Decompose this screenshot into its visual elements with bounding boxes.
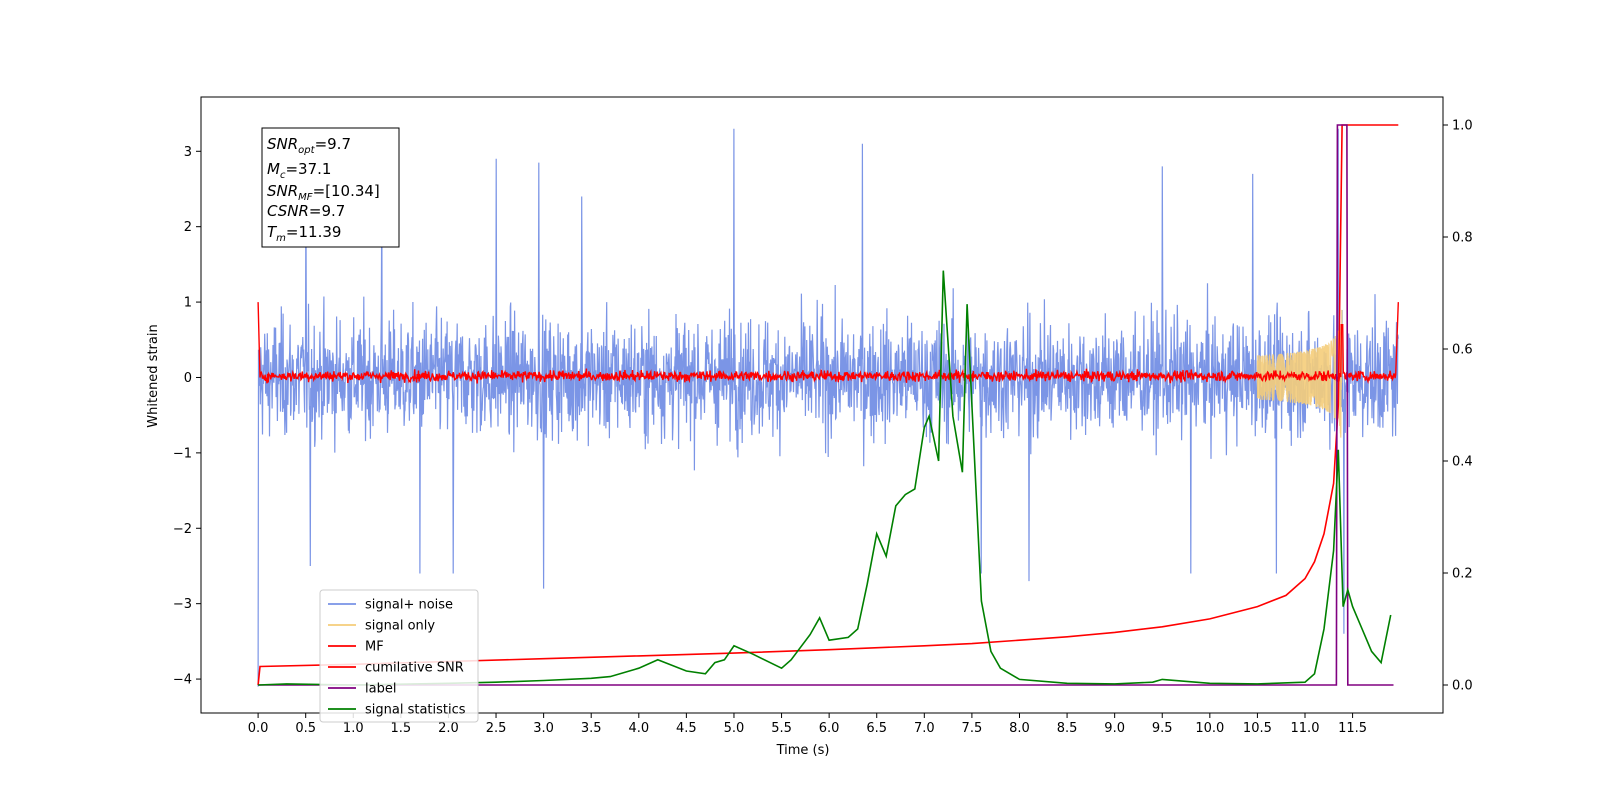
- x-tick-label: 7.5: [962, 721, 983, 736]
- legend-label-cumilative-snr: cumilative SNR: [365, 661, 464, 676]
- x-tick-label: 3.0: [533, 721, 554, 736]
- x-tick-label: 0.0: [248, 721, 269, 736]
- axes-frame: [200, 96, 1444, 714]
- x-tick-label: 9.0: [1104, 721, 1125, 736]
- x-tick-label: 3.5: [581, 721, 602, 736]
- series-line-label: [258, 124, 1394, 686]
- y-right-tick-label: 1.0: [1452, 119, 1473, 134]
- x-tick-label: 11.5: [1338, 721, 1367, 736]
- y-tick-label: −4: [173, 673, 192, 688]
- series-line-mf: [257, 302, 1399, 384]
- x-tick-label: 9.5: [1152, 721, 1173, 736]
- x-tick-label: 8.5: [1057, 721, 1078, 736]
- y-right-tick-label: 0.4: [1452, 455, 1473, 470]
- plot-area: [257, 124, 1399, 687]
- y-right-tick-label: 0.6: [1452, 343, 1473, 358]
- legend-frame: [319, 589, 479, 723]
- annotation-csnr: CSNR=9.7: [267, 202, 345, 220]
- x-tick-label: 2.5: [486, 721, 507, 736]
- y-right-tick-label: 0.2: [1452, 567, 1473, 582]
- x-tick-label: 5.0: [724, 721, 745, 736]
- annotation-mc: Mc=37.1: [267, 160, 331, 181]
- x-tick-label: 11.0: [1291, 721, 1320, 736]
- y-right-tick-label: 0.0: [1452, 679, 1473, 694]
- x-tick-label: 7.0: [914, 721, 935, 736]
- x-tick-label: 4.5: [676, 721, 697, 736]
- x-tick-label: 6.5: [866, 721, 887, 736]
- x-axis-label: Time (s): [776, 743, 830, 758]
- y-tick-label: 0: [184, 371, 192, 386]
- y-right-tick-label: 0.8: [1452, 231, 1473, 246]
- series-line-signal-statistics: [258, 270, 1392, 686]
- annotation-tm: Tm=11.39: [267, 223, 341, 244]
- x-tick-label: 2.0: [438, 721, 459, 736]
- legend-label-mf: MF: [365, 640, 384, 655]
- annotation-snr-opt: SNRopt=9.7: [267, 135, 351, 156]
- annotation-snr-mf: SNRMF=[10.34]: [267, 182, 380, 203]
- x-tick-label: 10.0: [1195, 721, 1224, 736]
- x-tick-label: 10.5: [1243, 721, 1272, 736]
- y-tick-label: 3: [184, 145, 192, 160]
- series-line-cumilative-snr: [257, 124, 1399, 686]
- annotation-box: SNRopt=9.7 Mc=37.1 SNRMF=[10.34] CSNR=9.…: [261, 127, 400, 248]
- legend-label-label: label: [365, 682, 396, 697]
- y-tick-label: 1: [184, 296, 192, 311]
- y-tick-label: 2: [184, 220, 192, 235]
- x-tick-label: 0.5: [295, 721, 316, 736]
- legend-label-signal-only: signal only: [365, 619, 435, 634]
- x-tick-label: 1.0: [343, 721, 364, 736]
- x-tick-label: 4.0: [628, 721, 649, 736]
- axes: 0.0 0.5 1.0 1.5 2.0 2.5 3.0 3.5 4.0 4.5 5.0 5.5 6.0 6…: [173, 96, 1473, 736]
- legend: signal+ noise signal only MF cumilative SNR…: [319, 589, 479, 723]
- y-tick-label: −1: [173, 446, 192, 461]
- y-tick-label: −3: [173, 597, 192, 612]
- x-tick-label: 5.5: [771, 721, 792, 736]
- legend-label-signal-statistics: signal statistics: [365, 703, 466, 718]
- legend-label-signal-noise: signal+ noise: [365, 598, 453, 613]
- x-tick-label: 1.5: [391, 721, 412, 736]
- x-tick-label: 6.0: [819, 721, 840, 736]
- x-tick-label: 8.0: [1009, 721, 1030, 736]
- y-axis-label: Whitened strain: [146, 324, 161, 427]
- y-tick-label: −2: [173, 522, 192, 537]
